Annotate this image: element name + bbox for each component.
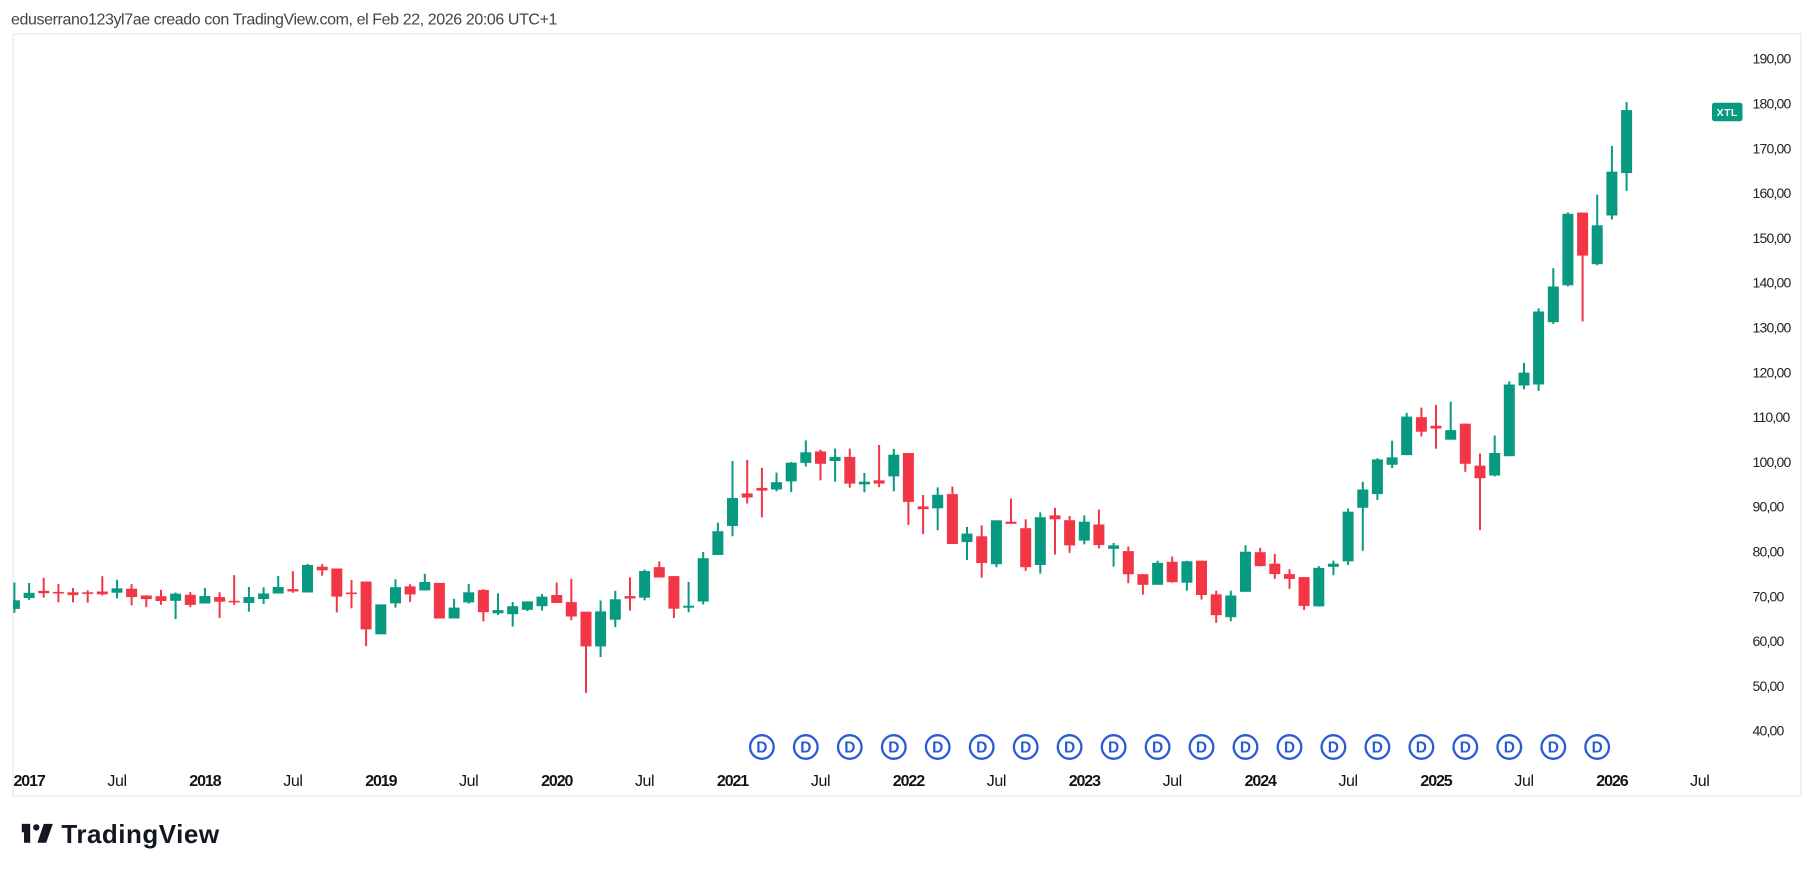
svg-text:2025: 2025	[1420, 773, 1452, 790]
svg-text:120,00: 120,00	[1753, 364, 1792, 380]
svg-text:Jul: Jul	[283, 773, 302, 790]
svg-text:D: D	[756, 740, 767, 757]
svg-text:160,00: 160,00	[1753, 185, 1792, 201]
svg-text:Jul: Jul	[459, 773, 478, 790]
svg-text:50,00: 50,00	[1753, 678, 1785, 694]
svg-text:2024: 2024	[1245, 773, 1277, 790]
svg-text:D: D	[1372, 740, 1383, 757]
svg-text:2026: 2026	[1596, 773, 1628, 790]
svg-text:Jul: Jul	[1338, 773, 1357, 790]
svg-text:60,00: 60,00	[1753, 633, 1785, 649]
svg-text:D: D	[932, 740, 943, 757]
svg-text:110,00: 110,00	[1753, 409, 1791, 425]
svg-text:40,00: 40,00	[1753, 723, 1785, 739]
svg-text:D: D	[1592, 740, 1603, 757]
svg-text:Jul: Jul	[987, 773, 1006, 790]
svg-text:D: D	[1284, 740, 1295, 757]
svg-text:D: D	[1460, 740, 1471, 757]
svg-text:90,00: 90,00	[1753, 499, 1785, 515]
svg-text:D: D	[888, 740, 899, 757]
svg-text:80,00: 80,00	[1753, 544, 1785, 560]
svg-text:180,00: 180,00	[1753, 96, 1792, 112]
svg-text:D: D	[1064, 740, 1075, 757]
svg-text:130,00: 130,00	[1753, 320, 1792, 336]
svg-text:150,00: 150,00	[1753, 230, 1792, 246]
svg-text:190,00: 190,00	[1753, 51, 1792, 67]
svg-text:D: D	[1548, 740, 1559, 757]
svg-text:D: D	[976, 740, 987, 757]
svg-text:TradingView: TradingView	[61, 819, 219, 849]
svg-text:XTL: XTL	[1717, 107, 1738, 119]
svg-text:D: D	[800, 740, 811, 757]
svg-text:Jul: Jul	[1514, 773, 1533, 790]
svg-text:70,00: 70,00	[1753, 588, 1785, 604]
svg-text:140,00: 140,00	[1753, 275, 1792, 291]
svg-text:2023: 2023	[1069, 773, 1101, 790]
svg-text:D: D	[844, 740, 855, 757]
svg-text:D: D	[1020, 740, 1031, 757]
svg-text:D: D	[1196, 740, 1207, 757]
svg-text:2018: 2018	[189, 773, 221, 790]
svg-text:Jul: Jul	[1163, 773, 1182, 790]
svg-text:2021: 2021	[717, 773, 749, 790]
svg-text:2019: 2019	[365, 773, 397, 790]
svg-text:eduserrano123yl7ae creado con: eduserrano123yl7ae creado con TradingVie…	[11, 12, 558, 29]
svg-text:2022: 2022	[893, 773, 925, 790]
svg-text:170,00: 170,00	[1753, 140, 1792, 156]
svg-text:Jul: Jul	[811, 773, 830, 790]
svg-text:D: D	[1152, 740, 1163, 757]
svg-text:100,00: 100,00	[1753, 454, 1792, 470]
svg-text:Jul: Jul	[635, 773, 654, 790]
svg-text:2020: 2020	[541, 773, 573, 790]
svg-text:D: D	[1328, 740, 1339, 757]
svg-text:Jul: Jul	[1690, 773, 1709, 790]
svg-text:D: D	[1240, 740, 1251, 757]
svg-text:D: D	[1108, 740, 1119, 757]
svg-text:Jul: Jul	[107, 773, 126, 790]
svg-text:D: D	[1504, 740, 1515, 757]
svg-text:D: D	[1416, 740, 1427, 757]
svg-text:2017: 2017	[13, 773, 45, 790]
